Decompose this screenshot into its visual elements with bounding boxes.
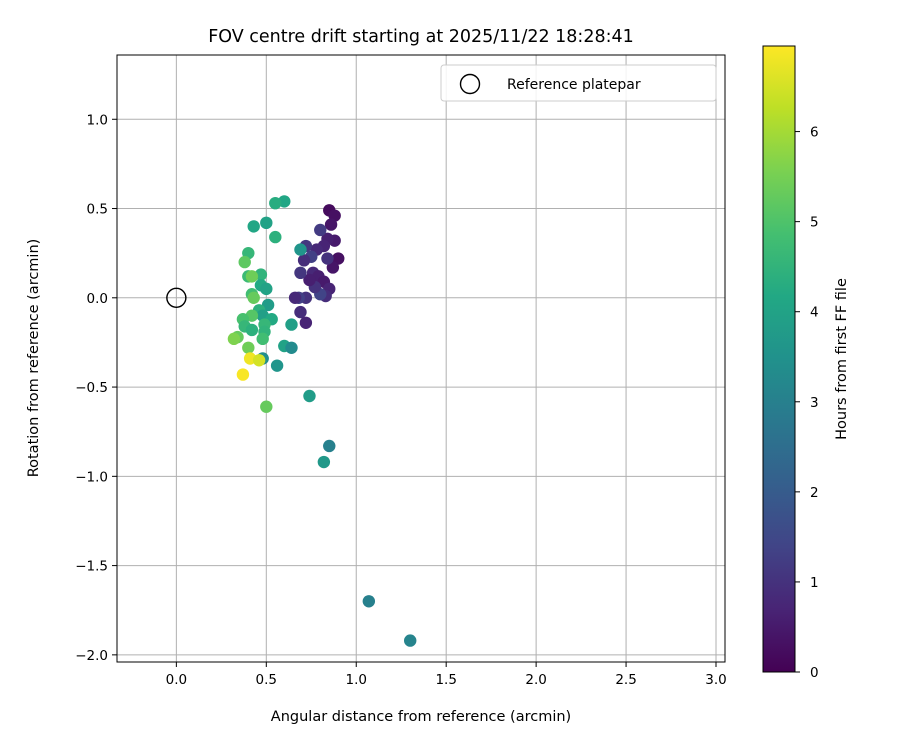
y-axis-ticks: 1.0 0.5 0.0 −0.5 −1.0 −1.5 −2.0 xyxy=(75,112,117,664)
data-point xyxy=(404,634,417,647)
data-point xyxy=(324,218,338,231)
plot-frame xyxy=(116,54,726,663)
x-axis-label: Angular distance from reference (arcmin) xyxy=(271,709,571,725)
data-point xyxy=(285,341,298,354)
data-point xyxy=(294,305,307,319)
data-point xyxy=(303,273,316,287)
colorbar-ticks: 0 1 2 3 4 5 6 xyxy=(795,125,819,681)
colorbar xyxy=(762,45,796,673)
data-point xyxy=(326,261,340,274)
data-point xyxy=(256,332,269,346)
data-point xyxy=(303,389,316,403)
data-points xyxy=(166,195,417,647)
colorbar-tick-label: 1 xyxy=(810,575,819,591)
data-point xyxy=(269,196,282,210)
data-point xyxy=(270,359,284,372)
y-tick-label: 1.0 xyxy=(87,112,108,128)
x-tick-label: 0.5 xyxy=(256,672,277,688)
data-point xyxy=(252,354,266,367)
colorbar-tick-label: 0 xyxy=(810,665,819,681)
data-point xyxy=(238,255,251,269)
legend: Reference platepar xyxy=(440,64,717,102)
data-point xyxy=(260,216,273,230)
x-tick-label: 2.5 xyxy=(615,672,636,688)
x-tick-label: 3.0 xyxy=(705,672,726,688)
data-point xyxy=(245,323,259,337)
data-point xyxy=(299,316,313,329)
x-axis-ticks: 0.0 0.5 1.0 1.5 2.0 2.5 3.0 xyxy=(166,662,727,688)
legend-box xyxy=(440,64,717,102)
data-point xyxy=(236,368,250,381)
data-point xyxy=(227,332,241,346)
data-point xyxy=(323,439,336,453)
data-point xyxy=(260,400,273,413)
grid-lines xyxy=(117,55,725,662)
data-point xyxy=(261,298,275,312)
x-tick-label: 1.0 xyxy=(346,672,367,688)
data-point xyxy=(294,243,307,256)
data-point xyxy=(314,223,327,237)
data-point xyxy=(245,270,259,283)
y-tick-label: 0.5 xyxy=(87,202,108,218)
data-point xyxy=(242,341,255,354)
data-point xyxy=(288,291,302,304)
colorbar-label: Hours from first FF file xyxy=(834,278,850,440)
data-point xyxy=(297,254,311,267)
chart-title: FOV centre drift starting at 2025/11/22 … xyxy=(208,27,634,47)
data-point xyxy=(247,220,260,233)
y-tick-label: 0.0 xyxy=(87,291,108,307)
colorbar-tick-label: 6 xyxy=(810,125,819,141)
data-point xyxy=(260,282,273,296)
data-point xyxy=(362,595,376,608)
colorbar-tick-label: 5 xyxy=(810,215,819,231)
y-tick-label: −1.0 xyxy=(75,469,108,485)
reference-platepar-point xyxy=(166,287,187,308)
x-tick-label: 0.0 xyxy=(166,672,187,688)
x-tick-label: 1.5 xyxy=(435,672,456,688)
colorbar-tick-label: 4 xyxy=(810,305,819,321)
y-tick-label: −1.5 xyxy=(75,559,108,575)
y-axis-label: Rotation from reference (arcmin) xyxy=(26,239,42,478)
colorbar-tick-label: 2 xyxy=(810,485,819,501)
data-point xyxy=(317,455,331,469)
data-point xyxy=(285,318,298,331)
y-tick-label: −2.0 xyxy=(75,648,108,664)
y-tick-label: −0.5 xyxy=(75,380,108,396)
data-point xyxy=(247,291,260,304)
legend-label: Reference platepar xyxy=(507,77,641,93)
data-point xyxy=(269,230,282,244)
data-point xyxy=(332,252,345,265)
data-point xyxy=(294,266,307,280)
legend-marker xyxy=(459,73,481,95)
x-tick-label: 2.0 xyxy=(525,672,546,688)
data-point xyxy=(321,252,334,265)
colorbar-tick-label: 3 xyxy=(810,395,819,411)
